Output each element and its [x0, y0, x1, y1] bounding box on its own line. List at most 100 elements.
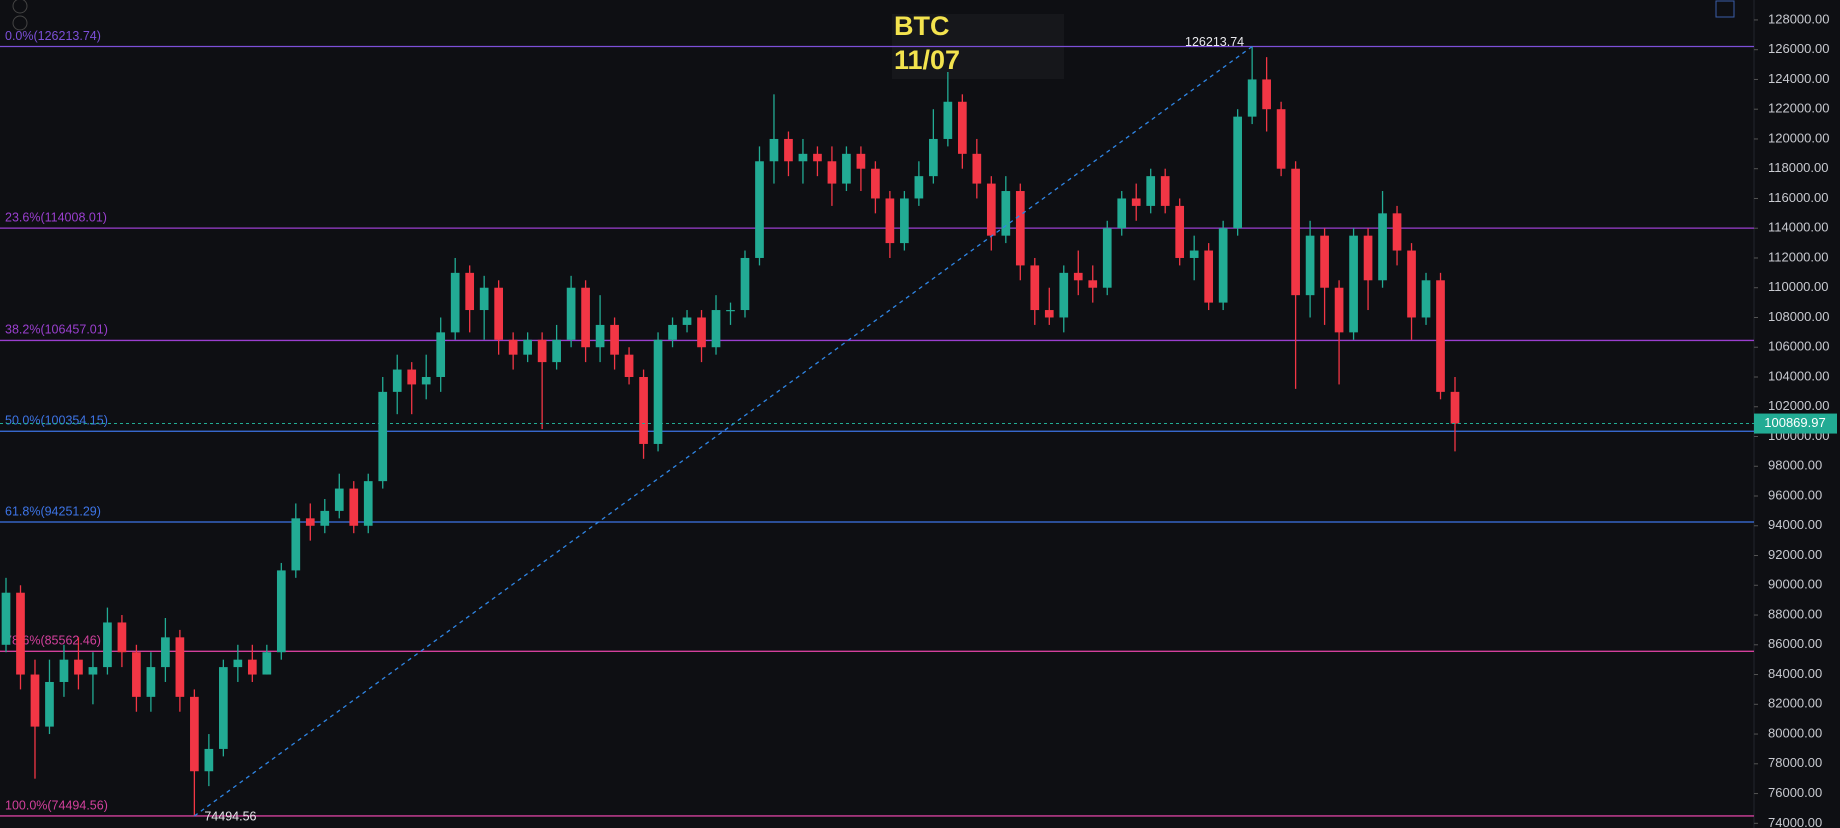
candle-body	[117, 622, 127, 653]
candle-body	[320, 510, 330, 526]
candle-body	[16, 592, 25, 675]
candle-body	[450, 272, 460, 333]
candle-body	[190, 696, 199, 772]
candle-body	[1189, 250, 1199, 258]
candle-body	[161, 637, 170, 668]
candle-body	[668, 324, 677, 340]
candle-body	[1131, 198, 1141, 206]
candle-body	[233, 659, 243, 668]
candle-body	[103, 622, 112, 668]
y-tick-label: 84000.00	[1768, 666, 1822, 681]
candle-body	[798, 153, 808, 162]
candle-body	[1160, 176, 1170, 206]
candle-body	[88, 667, 98, 675]
candle-body	[1305, 235, 1315, 296]
candle-body	[784, 138, 793, 162]
candle-body	[653, 339, 663, 444]
candle-body	[74, 659, 83, 675]
y-tick-label: 116000.00	[1768, 190, 1829, 205]
chart-subtitle: 11/07	[894, 45, 960, 75]
icon[interactable]	[12, 15, 28, 31]
y-tick-label: 128000.00	[1768, 11, 1829, 26]
icon[interactable]	[12, 0, 28, 14]
candle-body	[885, 198, 895, 244]
high-label: 126213.74	[1185, 35, 1244, 49]
candle-body	[305, 518, 315, 526]
last-price-label: 100869.97	[1764, 415, 1825, 430]
candle-body	[146, 667, 156, 697]
fib-label: 0.0%(126213.74)	[5, 29, 101, 43]
candle-body	[30, 674, 40, 727]
candle-body	[1015, 191, 1025, 266]
candle-body	[726, 310, 735, 312]
y-tick-label: 114000.00	[1768, 220, 1829, 235]
candle-body	[813, 153, 822, 162]
candle-body	[1059, 272, 1069, 318]
candle-body	[262, 652, 272, 675]
candle-body	[1363, 235, 1373, 281]
candle-body	[247, 659, 257, 675]
fib-label: 61.8%(94251.29)	[5, 504, 101, 518]
candle-body	[1218, 228, 1228, 303]
candle-body	[537, 339, 547, 363]
candle-body	[957, 101, 967, 154]
candle-body	[175, 637, 185, 697]
candle-body	[610, 324, 619, 355]
candle-body	[1392, 213, 1402, 251]
y-tick-label: 98000.00	[1768, 458, 1822, 473]
candle-body	[334, 488, 344, 511]
fib-label: 23.6%(114008.01)	[5, 210, 107, 224]
y-tick-label: 104000.00	[1768, 368, 1829, 383]
y-tick-label: 96000.00	[1768, 487, 1822, 502]
candle-body	[1175, 205, 1185, 258]
y-tick-label: 120000.00	[1768, 130, 1829, 145]
y-tick-label: 118000.00	[1768, 160, 1829, 175]
candle-body	[1291, 168, 1300, 296]
candle-body	[1044, 310, 1054, 318]
candle-body	[1407, 250, 1416, 318]
candle-body	[929, 138, 938, 177]
y-tick-label: 92000.00	[1768, 547, 1822, 562]
candle-body	[856, 153, 866, 169]
candle-body	[494, 287, 504, 340]
candle-body	[1378, 213, 1387, 281]
candle-body	[59, 659, 69, 682]
candle-body	[219, 667, 228, 749]
candle-body	[566, 287, 576, 340]
y-tick-label: 88000.00	[1768, 606, 1822, 621]
candle-body	[986, 183, 996, 236]
candle-body	[204, 748, 214, 772]
y-tick-label: 86000.00	[1768, 636, 1822, 651]
candle-body	[1117, 198, 1127, 229]
candle-body	[552, 339, 561, 363]
candle-body	[1088, 280, 1098, 288]
candle-body	[871, 168, 880, 199]
candle-body	[291, 518, 301, 571]
y-tick-label: 80000.00	[1768, 725, 1822, 740]
y-tick-label: 102000.00	[1768, 398, 1829, 413]
chart-title: BTC	[894, 11, 950, 41]
candle-body	[1001, 191, 1011, 236]
candle-body	[914, 176, 924, 199]
y-tick-label: 74000.00	[1768, 815, 1822, 828]
y-tick-label: 112000.00	[1768, 249, 1829, 264]
candle-body	[900, 198, 909, 244]
candle-body	[697, 317, 706, 348]
candle-body	[639, 376, 648, 444]
y-tick-label: 126000.00	[1768, 41, 1829, 56]
candle-body	[842, 153, 851, 184]
y-tick-label: 82000.00	[1768, 696, 1822, 711]
candle-body	[349, 488, 359, 526]
trend-line	[193, 45, 1253, 817]
y-tick-label: 106000.00	[1768, 339, 1829, 354]
y-tick-label: 78000.00	[1768, 755, 1822, 770]
candle-body	[479, 287, 489, 311]
y-tick-label: 94000.00	[1768, 517, 1822, 532]
candle-body	[508, 339, 518, 355]
candle-body	[1262, 79, 1271, 110]
icon[interactable]	[1715, 0, 1735, 18]
candle-body	[465, 272, 475, 311]
candle-body	[407, 369, 417, 385]
candle-body	[624, 354, 634, 377]
